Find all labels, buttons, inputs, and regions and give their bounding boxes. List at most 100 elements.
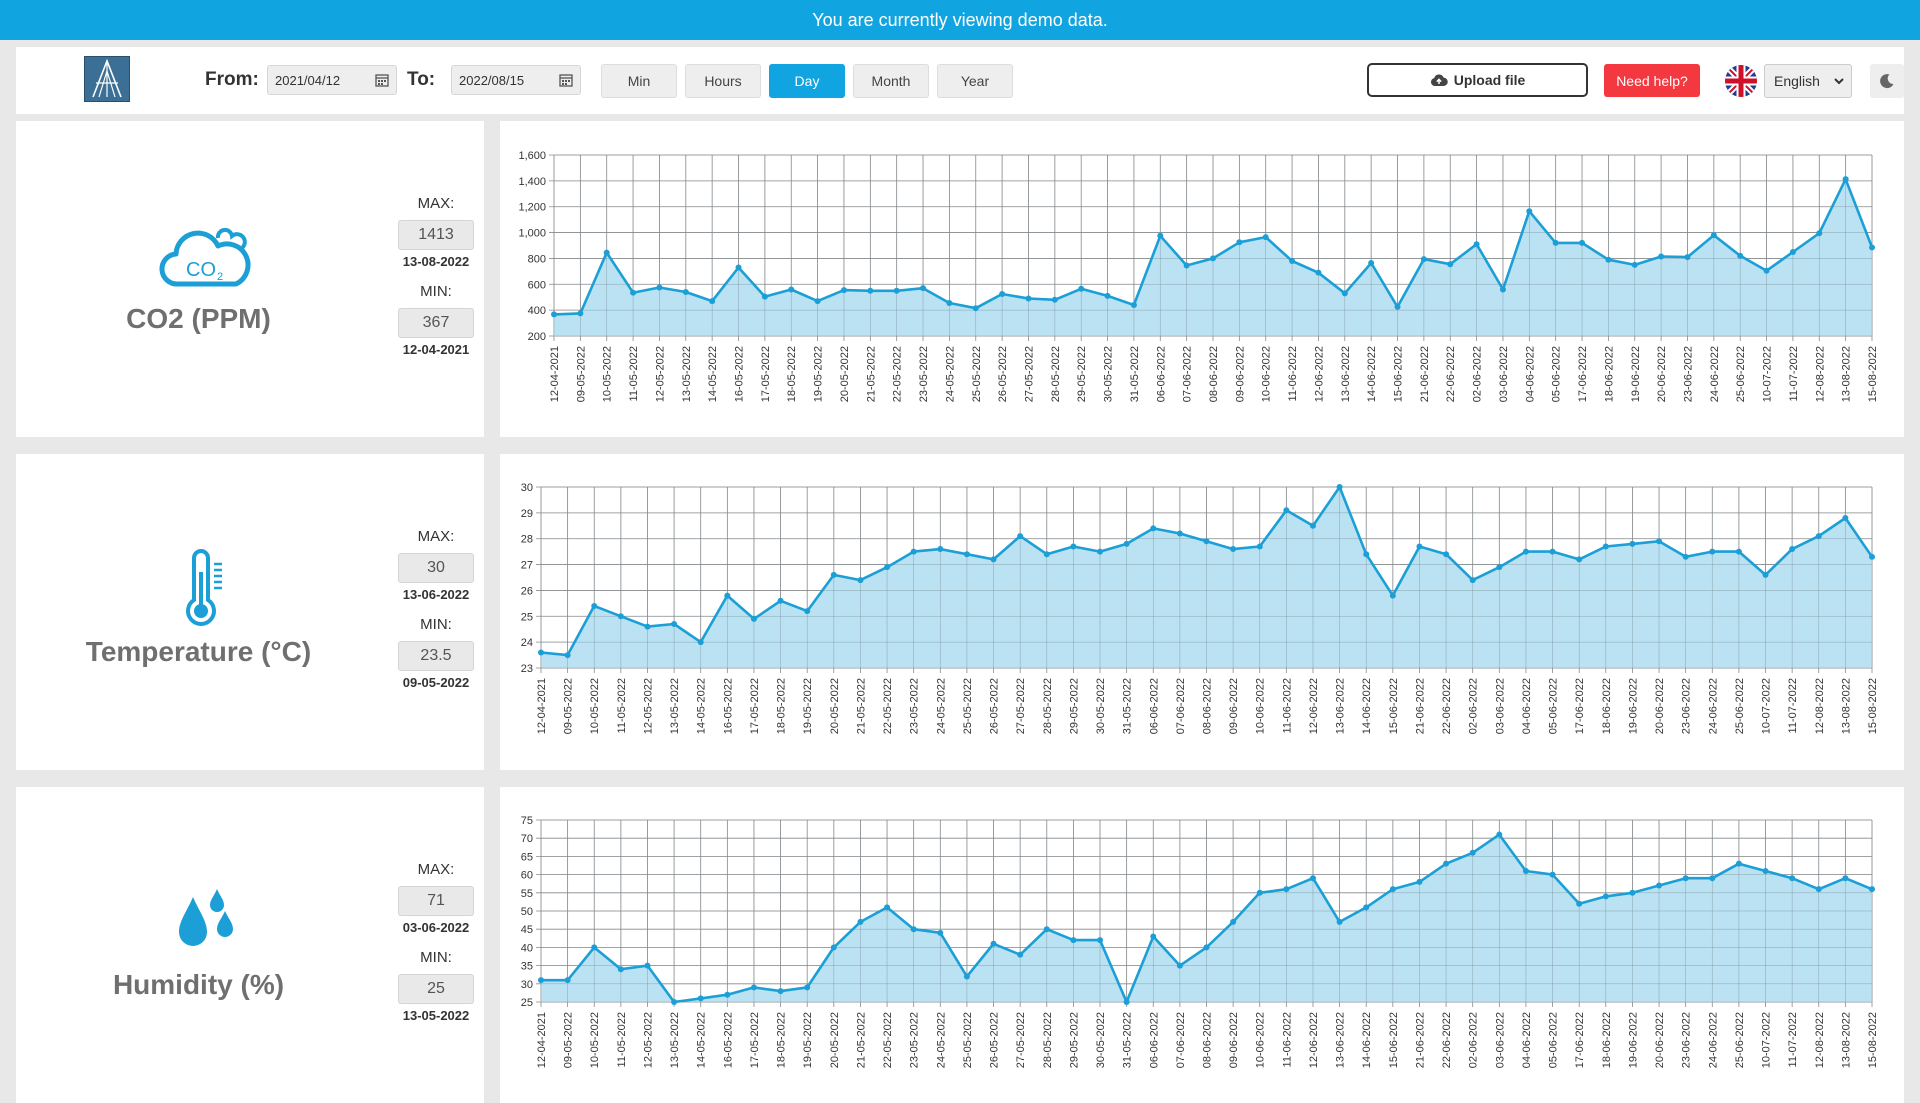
x-tick-label: 02-06-2022: [1468, 1012, 1480, 1068]
co2-chart[interactable]: 200 400 600 800 1,000 1,200 1,400 1,600 12-04-20…: [500, 121, 1904, 437]
to-date-input[interactable]: 2022/08/15: [451, 65, 581, 95]
x-tick-label: 24-05-2022: [944, 346, 956, 402]
y-tick-label: 25: [521, 997, 533, 1009]
x-tick-label: 03-06-2022: [1498, 346, 1510, 402]
data-point: [538, 977, 544, 984]
humidity-chart[interactable]: 25 30 35 40 45 50 55 60 65 70 75 12-04-2021 09-05-20…: [500, 787, 1904, 1103]
x-tick-label: 13-08-2022: [1841, 346, 1853, 402]
data-point: [1629, 889, 1636, 896]
x-tick-label: 07-06-2022: [1175, 1012, 1187, 1068]
app-logo[interactable]: [84, 56, 130, 102]
language-select[interactable]: English: [1764, 64, 1852, 98]
data-point: [1602, 893, 1609, 900]
banner-text: You are currently viewing demo data.: [812, 9, 1108, 30]
data-point: [937, 929, 944, 936]
calendar-icon[interactable]: [375, 73, 389, 87]
x-tick-label: 20-06-2022: [1656, 346, 1668, 402]
co2-min-date: 12-04-2021: [402, 342, 470, 357]
data-point: [1842, 176, 1849, 183]
x-tick-label: 17-06-2022: [1577, 346, 1589, 402]
thermometer-icon: [186, 549, 222, 626]
temperature-chart[interactable]: 23 24 25 26 27 28 29 30 12-04-2021 09-05-2022 10-0…: [500, 454, 1904, 770]
temperature-max-label: MAX:: [417, 528, 455, 545]
granularity-day-button[interactable]: Day: [769, 64, 845, 98]
x-tick-label: 10-06-2022: [1255, 1012, 1267, 1068]
x-tick-label: 30-05-2022: [1103, 346, 1115, 402]
granularity-min-button[interactable]: Min: [601, 64, 677, 98]
data-point: [1315, 269, 1322, 276]
granularity-hours-button[interactable]: Hours: [685, 64, 761, 98]
granularity-year-button[interactable]: Year: [937, 64, 1013, 98]
y-tick-label: 35: [521, 961, 533, 973]
data-point: [1368, 259, 1375, 266]
svg-text:CO: CO: [186, 259, 216, 281]
x-tick-label: 16-05-2022: [722, 678, 734, 734]
x-tick-label: 04-06-2022: [1524, 346, 1536, 402]
data-point: [577, 310, 584, 317]
data-point: [1389, 592, 1396, 599]
x-tick-label: 10-05-2022: [589, 1012, 601, 1068]
data-point: [1070, 937, 1077, 944]
data-point: [1443, 860, 1450, 867]
need-help-button[interactable]: Need help?: [1604, 64, 1700, 97]
data-point: [1576, 900, 1583, 907]
data-point: [1496, 831, 1503, 838]
y-tick-label: 600: [528, 279, 546, 291]
temperature-summary-panel: Temperature (°C) MAX: 30 13-06-2022 MIN:…: [16, 454, 484, 770]
x-tick-label: 20-06-2022: [1654, 678, 1666, 734]
from-date-input[interactable]: 2021/04/12: [267, 65, 397, 95]
data-point: [1283, 886, 1290, 893]
calendar-icon[interactable]: [559, 73, 573, 87]
data-point: [1473, 241, 1480, 248]
y-tick-label: 26: [521, 585, 533, 597]
series-area: [554, 179, 1872, 336]
y-tick-label: 45: [521, 924, 533, 936]
data-point: [1549, 548, 1556, 555]
co2-title: CO2 (PPM): [126, 303, 271, 334]
data-point: [1579, 239, 1586, 246]
to-date-value: 2022/08/15: [459, 72, 525, 88]
x-tick-label: 27-05-2022: [1015, 1012, 1027, 1068]
x-tick-label: 21-05-2022: [865, 346, 877, 402]
data-point: [1737, 252, 1744, 259]
data-point: [1394, 303, 1401, 310]
data-point: [1420, 256, 1427, 263]
x-tick-label: 11-06-2022: [1287, 346, 1299, 401]
x-tick-label: 15-06-2022: [1393, 346, 1405, 402]
data-point: [937, 546, 944, 553]
x-tick-label: 09-05-2022: [575, 346, 587, 402]
y-tick-label: 50: [521, 906, 533, 918]
x-tick-label: 28-05-2022: [1042, 678, 1054, 734]
data-point: [591, 602, 598, 609]
data-point: [1097, 937, 1104, 944]
data-point: [1469, 849, 1476, 856]
x-tick-label: 19-05-2022: [802, 678, 814, 734]
x-tick-label: 10-06-2022: [1261, 346, 1273, 402]
x-tick-label: 14-06-2022: [1361, 1012, 1373, 1068]
x-tick-label: 11-07-2022: [1787, 678, 1799, 733]
y-tick-label: 28: [521, 534, 533, 546]
x-tick-label: 17-05-2022: [760, 346, 772, 402]
data-point: [963, 551, 970, 558]
data-point: [1389, 886, 1396, 893]
data-point: [617, 966, 624, 973]
x-tick-label: 18-05-2022: [776, 678, 788, 734]
x-tick-label: 22-06-2022: [1441, 1012, 1453, 1068]
co2-min-value: 367: [398, 308, 474, 338]
data-point: [724, 592, 731, 599]
upload-file-button[interactable]: Upload file: [1367, 63, 1588, 97]
x-tick-label: 14-06-2022: [1361, 678, 1373, 734]
data-point: [564, 652, 571, 659]
data-point: [884, 564, 891, 571]
data-point: [1230, 918, 1237, 925]
uk-flag-icon[interactable]: [1725, 65, 1757, 97]
granularity-month-button[interactable]: Month: [853, 64, 929, 98]
dark-mode-toggle[interactable]: [1870, 64, 1904, 98]
x-tick-label: 09-05-2022: [563, 1012, 575, 1068]
data-point: [1210, 255, 1216, 262]
demo-data-banner: You are currently viewing demo data.: [0, 0, 1920, 40]
co2-summary-panel: CO 2 CO2 (PPM) MAX: 1413 13-08-2022 MIN:…: [16, 121, 484, 437]
data-point: [1443, 551, 1450, 558]
data-point: [1230, 546, 1237, 553]
data-point: [1416, 543, 1423, 550]
